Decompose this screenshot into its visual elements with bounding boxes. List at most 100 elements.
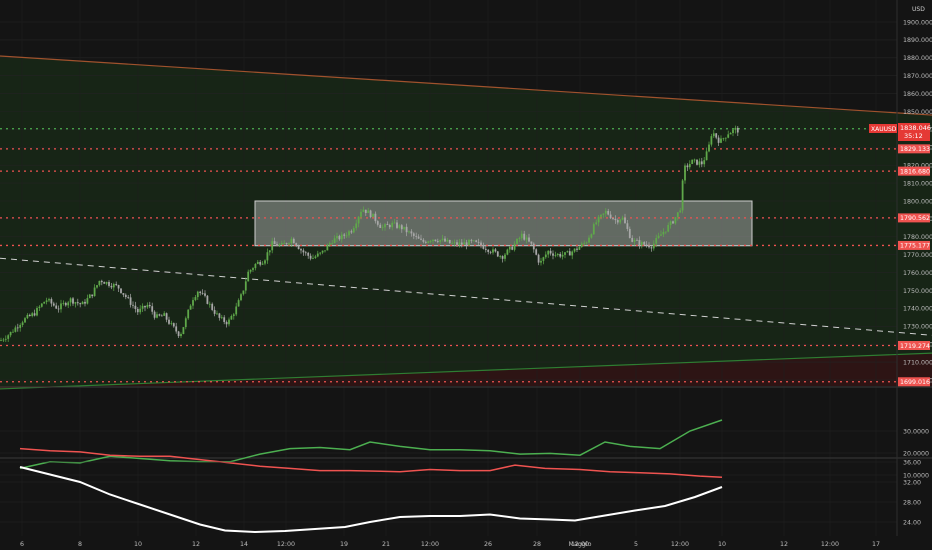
time-tick-label: 21	[382, 541, 390, 548]
candle-body	[549, 250, 552, 254]
lower-channel-line[interactable]	[0, 352, 932, 390]
candle-body	[333, 238, 336, 244]
candle-body	[561, 254, 564, 257]
time-tick-label: 12:00	[571, 541, 589, 548]
candle-body	[415, 235, 418, 237]
candle-body	[24, 318, 26, 323]
candle-body	[583, 243, 586, 245]
upper-channel-line[interactable]	[0, 55, 932, 116]
candle-body	[439, 239, 442, 242]
candle-body	[624, 217, 626, 224]
candle-body	[199, 291, 202, 294]
candle-body	[585, 242, 588, 244]
candle-body	[148, 304, 151, 307]
candle-body	[189, 305, 192, 310]
candle-body	[506, 249, 509, 255]
candle-body	[134, 305, 137, 309]
candle-body	[276, 244, 278, 246]
price-tick-label: 1710.000	[903, 359, 932, 366]
dmi-pane[interactable]	[0, 419, 897, 478]
candle-body	[285, 243, 288, 244]
candle-body	[117, 285, 120, 289]
candle-body	[717, 137, 720, 143]
candle-body	[160, 315, 163, 317]
candle-body	[76, 302, 79, 304]
candle-body	[513, 243, 516, 250]
candle-body	[564, 252, 566, 255]
price-tick-label: 1880.000	[903, 55, 932, 62]
candle-body	[216, 313, 218, 315]
price-scale[interactable]: 1700.0001710.0001720.0001730.0001740.000…	[896, 0, 932, 550]
candle-body	[67, 302, 70, 306]
price-tick-label: 1800.000	[903, 198, 932, 205]
candle-body	[460, 242, 463, 245]
candle-body	[420, 238, 422, 240]
candle-body	[352, 228, 355, 233]
candle-body	[225, 321, 228, 325]
candle-body	[264, 260, 266, 264]
time-tick-label: 19	[340, 541, 348, 548]
channel-fill	[0, 56, 932, 389]
candle-body	[696, 159, 698, 165]
candle-body	[597, 216, 600, 223]
candle-body	[417, 236, 420, 239]
candle-body	[544, 254, 547, 258]
candle-body	[732, 129, 734, 133]
candle-body	[372, 213, 374, 218]
dashed-trend-line[interactable]	[0, 257, 932, 336]
candle-body	[633, 239, 636, 242]
osc-grid	[0, 461, 897, 523]
time-tick-label: 8	[78, 541, 82, 548]
candle-body	[79, 303, 82, 305]
candle-body	[343, 234, 346, 236]
candle-body	[213, 309, 216, 314]
candle-body	[535, 249, 538, 255]
candle-body	[391, 222, 394, 228]
candle-body	[427, 241, 430, 243]
candle-body	[667, 225, 670, 232]
candle-body	[151, 306, 154, 312]
candle-body	[700, 161, 703, 165]
candle-body	[444, 238, 446, 242]
candle-body	[434, 239, 437, 242]
candle-body	[247, 271, 250, 282]
candle-body	[144, 305, 146, 308]
candle-body	[338, 235, 341, 240]
candle-body	[612, 218, 614, 219]
candle-body	[484, 248, 487, 250]
candle-body	[52, 303, 55, 306]
currency-label: USD	[912, 6, 925, 13]
candle-body	[165, 313, 168, 320]
candle-body	[268, 250, 271, 253]
candle-body	[48, 299, 50, 301]
minus-di-line	[19, 447, 723, 478]
candle-body	[636, 239, 638, 241]
candle-body	[93, 287, 96, 297]
candle-body	[400, 225, 403, 230]
candle-body	[720, 138, 722, 143]
candle-body	[112, 284, 115, 288]
candle-body	[508, 246, 511, 250]
candle-body	[324, 250, 326, 252]
symbol-label: XAUUSD	[871, 126, 897, 133]
candle-body	[621, 217, 624, 220]
candle-body	[523, 233, 526, 240]
candle-body	[237, 300, 240, 307]
time-tick-label: 6	[20, 541, 24, 548]
candle-body	[648, 245, 650, 248]
candle-body	[45, 300, 48, 302]
price-pane[interactable]	[0, 0, 932, 536]
range-box[interactable]	[254, 200, 753, 247]
candle-body	[367, 210, 370, 213]
candle-body	[393, 222, 396, 224]
candle-body	[453, 242, 456, 244]
oscillator-pane[interactable]	[0, 461, 897, 534]
candle-body	[86, 298, 89, 304]
candle-body	[172, 323, 175, 327]
candle-body	[708, 144, 710, 152]
candle-body	[576, 248, 578, 250]
candle-body	[170, 323, 173, 324]
last-price-badge[interactable]: XAUUSD 1838.046 35:12	[869, 123, 931, 141]
